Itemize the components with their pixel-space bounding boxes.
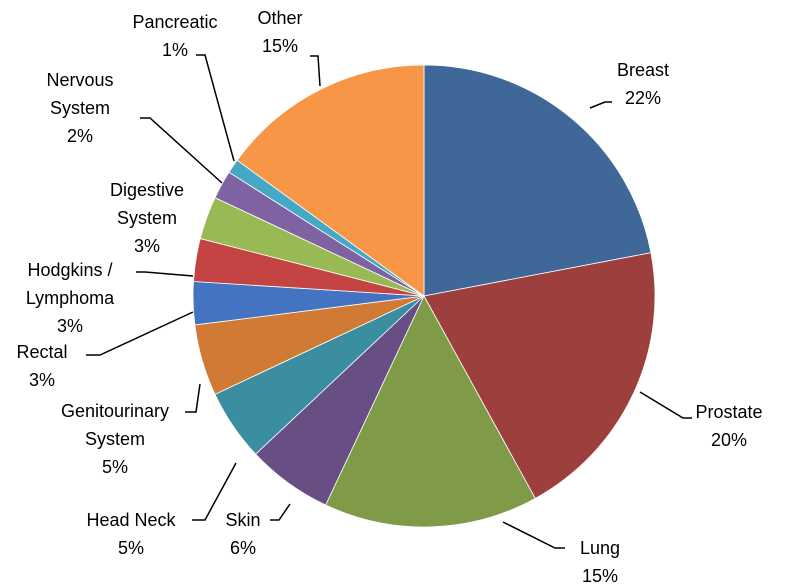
value-label: 5% xyxy=(101,457,128,477)
value-label: 15% xyxy=(581,566,619,586)
leader-line xyxy=(140,117,223,184)
value-label: 3% xyxy=(133,236,160,256)
category-label: Breast xyxy=(616,60,670,80)
pie-slice xyxy=(325,295,536,528)
category-label: Digestive System xyxy=(109,180,185,228)
leader-line xyxy=(502,521,565,549)
pie-slice xyxy=(236,64,425,297)
leader-line xyxy=(639,391,692,419)
slice-label: Breast 22% xyxy=(583,56,703,112)
category-label: Rectal xyxy=(16,342,68,362)
value-label: 22% xyxy=(624,88,662,108)
slice-label: Rectal 3% xyxy=(2,338,82,394)
leader-line xyxy=(185,383,201,413)
category-label: Pancreatic xyxy=(132,12,218,32)
slice-label: Prostate 20% xyxy=(669,398,785,454)
leader-line xyxy=(136,271,194,277)
slice-label: Genitourinary System 5% xyxy=(60,397,170,481)
category-label: Lung xyxy=(579,538,621,558)
category-label: Nervous System xyxy=(46,70,114,118)
slice-label: Hodgkins / Lymphoma 3% xyxy=(10,256,130,340)
category-label: Other xyxy=(257,8,303,28)
slice-label: Head Neck 5% xyxy=(61,506,201,562)
leader-line xyxy=(196,54,235,162)
leader-line xyxy=(310,55,321,87)
leader-line xyxy=(589,101,612,109)
category-label: Hodgkins / Lymphoma xyxy=(25,260,115,308)
category-label: Skin xyxy=(225,510,261,530)
category-label: Head Neck xyxy=(86,510,176,530)
slice-label: Other 15% xyxy=(240,4,320,60)
pie-slice xyxy=(423,64,652,297)
leader-line xyxy=(192,462,237,521)
slice-label: Nervous System 2% xyxy=(30,66,130,150)
category-label: Prostate xyxy=(695,402,763,422)
value-label: 2% xyxy=(66,126,93,146)
slice-label: Skin 6% xyxy=(203,506,283,562)
value-label: 6% xyxy=(229,538,256,558)
pie-slice xyxy=(423,252,656,499)
slice-label: Digestive System 3% xyxy=(92,176,202,260)
leader-line xyxy=(86,311,194,356)
value-label: 1% xyxy=(161,40,188,60)
category-label: Genitourinary System xyxy=(60,401,170,449)
slice-label: Lung 15% xyxy=(540,534,660,587)
value-label: 20% xyxy=(710,430,748,450)
value-label: 15% xyxy=(261,36,299,56)
value-label: 3% xyxy=(56,316,83,336)
value-label: 3% xyxy=(28,370,55,390)
value-label: 5% xyxy=(117,538,144,558)
slice-label: Pancreatic 1% xyxy=(115,8,235,64)
leader-line xyxy=(270,503,291,521)
